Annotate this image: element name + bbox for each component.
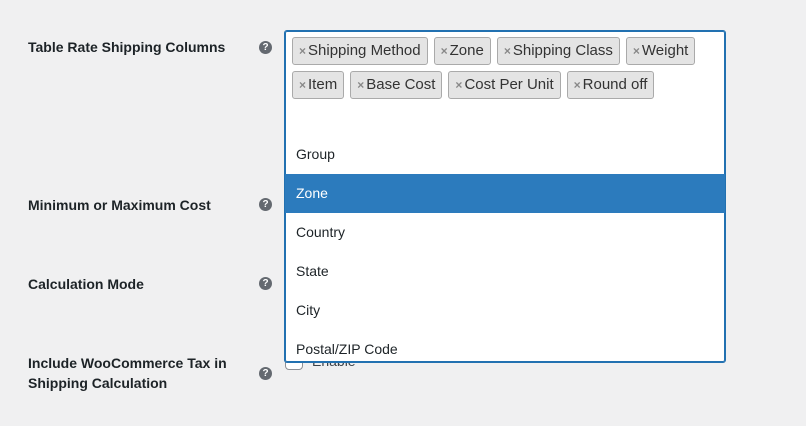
tag-label: Shipping Class [512, 42, 613, 59]
option-item[interactable]: City [296, 302, 321, 318]
selected-tag: × Round off [566, 71, 655, 99]
remove-icon[interactable]: × [299, 78, 307, 92]
remove-icon[interactable]: × [299, 44, 307, 58]
selected-tag: × Shipping Class [496, 37, 620, 65]
tag-label: Item [308, 76, 338, 93]
selected-tags: × Shipping Method × Zone × Shipping Class × Wei… [285, 31, 725, 135]
remove-icon[interactable]: × [503, 44, 511, 58]
tag-label: Round off [582, 76, 648, 93]
tag-label: Zone [449, 42, 484, 59]
option-item[interactable]: Country [296, 224, 346, 240]
option-item[interactable]: Zone [285, 174, 725, 213]
tag-label: Weight [641, 42, 689, 59]
remove-icon[interactable]: × [632, 44, 640, 58]
field-label-include-tax: Include WooCommerce Tax in Shipping Calc… [28, 355, 227, 391]
tag-label: Base Cost [366, 76, 436, 93]
options-list: Group Zone Country State City Postal/ZIP Code [285, 135, 725, 362]
columns-multiselect[interactable]: × Shipping Method × Zone × Shipping Class × Wei… [284, 30, 726, 363]
option-item[interactable]: State [296, 263, 329, 279]
tag-label: Shipping Method [308, 42, 421, 59]
help-icon[interactable]: ? [259, 41, 272, 54]
selected-tag: × Shipping Method [292, 37, 428, 65]
help-icon[interactable]: ? [259, 277, 272, 290]
help-icon[interactable]: ? [259, 367, 272, 380]
tag-label: Cost Per Unit [464, 76, 554, 93]
selected-tag: × Zone [433, 37, 491, 65]
remove-icon[interactable]: × [357, 78, 365, 92]
field-label-calculation-mode: Calculation Mode [28, 276, 144, 292]
help-icon[interactable]: ? [259, 198, 272, 211]
selected-tag: × Cost Per Unit [448, 71, 561, 99]
field-label-columns: Table Rate Shipping Columns [28, 39, 226, 55]
selected-tag: × Weight [625, 37, 696, 65]
selected-tag: × Item [292, 71, 345, 99]
field-label-min-max-cost: Minimum or Maximum Cost [28, 197, 211, 213]
remove-icon[interactable]: × [455, 78, 463, 92]
remove-icon[interactable]: × [440, 44, 448, 58]
option-item[interactable]: Group [296, 146, 335, 162]
remove-icon[interactable]: × [573, 78, 581, 92]
selected-tag: × Base Cost [350, 71, 443, 99]
option-item[interactable]: Postal/ZIP Code [296, 341, 398, 357]
